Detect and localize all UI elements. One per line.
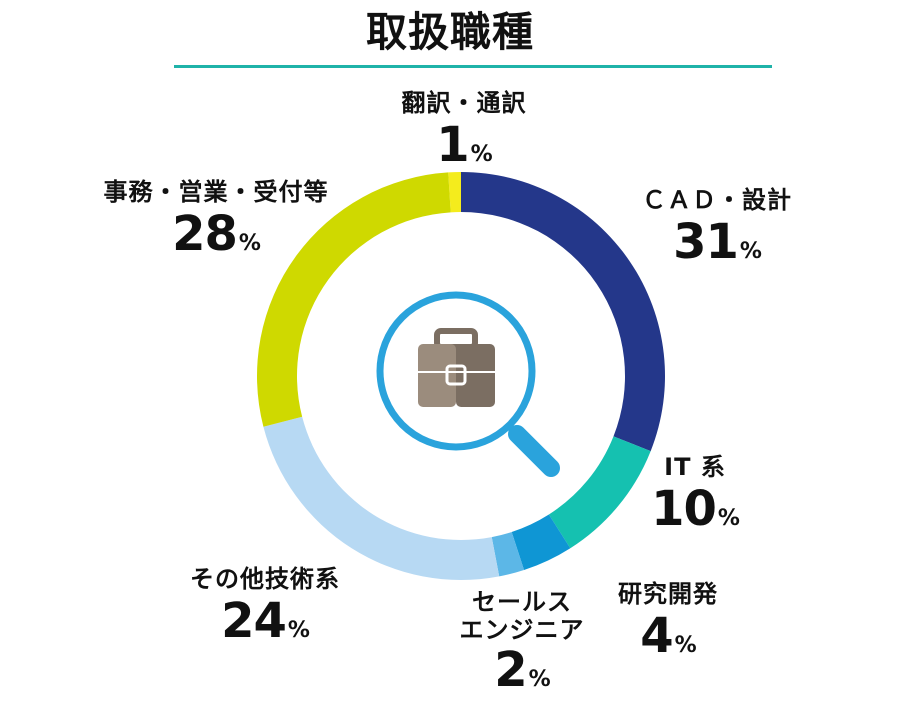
label-honyaku: 翻訳・通訳 1% bbox=[384, 91, 544, 169]
label-sales-percent: % bbox=[528, 667, 551, 692]
label-sonota-value: 24% bbox=[160, 597, 370, 645]
label-sales-value: 2% bbox=[432, 646, 612, 694]
donut-slice-5 bbox=[263, 416, 500, 580]
label-jimu-name: 事務・営業・受付等 bbox=[103, 178, 329, 206]
label-sales-name-line2: エンジニア bbox=[459, 616, 585, 644]
label-it-number: 10 bbox=[651, 481, 717, 537]
magnifier-ring bbox=[376, 291, 536, 451]
label-sonota-name: その他技術系 bbox=[190, 565, 340, 593]
donut-slices bbox=[256, 172, 665, 580]
label-sales-name-line1: セールス bbox=[472, 588, 572, 616]
briefcase-right-half bbox=[456, 344, 495, 407]
title-underline bbox=[174, 65, 772, 68]
donut-slice-4 bbox=[491, 531, 525, 577]
label-cad-name: ＣＡＤ・設計 bbox=[642, 186, 792, 214]
label-honyaku-number: 1 bbox=[436, 117, 469, 173]
magnifier-handle bbox=[508, 425, 560, 477]
briefcase-left-half bbox=[418, 344, 456, 407]
chart-title: 取扱職種 bbox=[366, 8, 534, 56]
donut-slice-6 bbox=[256, 172, 451, 427]
label-kenkyu-percent: % bbox=[674, 633, 697, 658]
briefcase-clasp bbox=[445, 364, 467, 386]
label-it-percent: % bbox=[717, 506, 740, 531]
label-cad-value: 31% bbox=[612, 218, 822, 266]
label-jimu: 事務・営業・受付等 28% bbox=[82, 180, 350, 258]
label-honyaku-value: 1% bbox=[384, 121, 544, 169]
label-kenkyu: 研究開発 4% bbox=[598, 582, 738, 660]
briefcase-magnifier-icon bbox=[376, 291, 560, 477]
label-honyaku-name: 翻訳・通訳 bbox=[401, 89, 527, 117]
label-kenkyu-number: 4 bbox=[640, 608, 673, 664]
label-honyaku-percent: % bbox=[470, 142, 493, 167]
label-cad-percent: % bbox=[739, 239, 762, 264]
donut-slice-2 bbox=[548, 436, 651, 549]
label-kenkyu-name: 研究開発 bbox=[618, 580, 718, 608]
donut-slice-3 bbox=[511, 514, 571, 571]
label-it-value: 10% bbox=[620, 485, 770, 533]
briefcase-handle bbox=[434, 328, 478, 350]
label-it-name: IT 系 bbox=[664, 453, 726, 481]
label-it: IT 系 10% bbox=[620, 455, 770, 533]
label-jimu-number: 28 bbox=[172, 206, 238, 262]
label-sales: セールス エンジニア 2% bbox=[432, 590, 612, 694]
label-jimu-percent: % bbox=[238, 231, 261, 256]
label-cad: ＣＡＤ・設計 31% bbox=[612, 188, 822, 266]
label-sales-number: 2 bbox=[494, 642, 527, 698]
label-kenkyu-value: 4% bbox=[598, 612, 738, 660]
donut-slice-1 bbox=[461, 172, 665, 452]
label-cad-number: 31 bbox=[673, 214, 739, 270]
label-jimu-value: 28% bbox=[82, 210, 350, 258]
donut-slice-0 bbox=[448, 172, 461, 213]
label-sonota-percent: % bbox=[287, 618, 310, 643]
label-sonota: その他技術系 24% bbox=[160, 567, 370, 645]
label-sonota-number: 24 bbox=[221, 593, 287, 649]
